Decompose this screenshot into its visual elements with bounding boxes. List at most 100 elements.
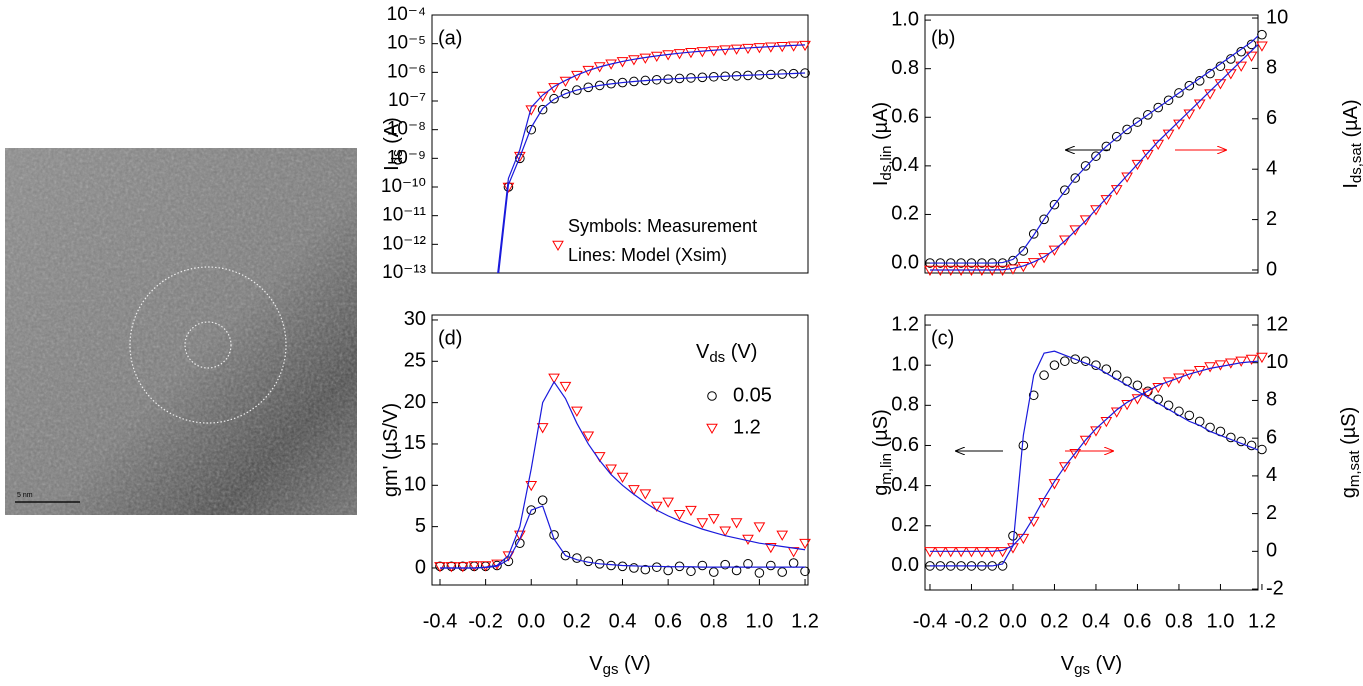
y2-tick-label: 12 xyxy=(1266,313,1288,335)
panel-label: (a) xyxy=(438,27,462,49)
data-point xyxy=(697,560,708,571)
data-point xyxy=(1214,360,1227,371)
data-point xyxy=(662,497,675,508)
data-point xyxy=(1039,214,1049,225)
x-axis-label-part: V xyxy=(1061,653,1075,675)
y2-tick-label: 8 xyxy=(1266,57,1277,79)
x-tick-label: 1.2 xyxy=(791,610,819,632)
x-axis-label-part: (V) xyxy=(618,653,650,675)
data-point xyxy=(1028,390,1039,401)
data-point xyxy=(525,481,538,492)
data-point xyxy=(955,547,967,558)
y-tick-label: 0.8 xyxy=(891,57,919,79)
data-point xyxy=(537,104,548,115)
x-tick-label: 0.0 xyxy=(999,610,1027,632)
data-point xyxy=(696,518,709,529)
data-point xyxy=(548,373,560,384)
data-point xyxy=(536,423,549,434)
y-tick-label: 15 xyxy=(404,432,426,454)
x-axis-label-part: gs xyxy=(603,661,619,678)
y-tick-label: 10⁻⁷ xyxy=(388,90,426,111)
data-point xyxy=(572,85,582,95)
data-point xyxy=(1111,370,1122,381)
y-tick-label: 30 xyxy=(404,308,426,330)
data-point xyxy=(1058,462,1071,473)
data-point xyxy=(1028,229,1039,239)
data-point xyxy=(639,53,652,64)
x-tick-label: 1.0 xyxy=(745,610,773,632)
y2-axis-label-part: ds,sat xyxy=(1348,142,1363,183)
data-point xyxy=(924,547,936,558)
y-axis-label-part: I xyxy=(381,165,403,171)
y-axis-label-part: ds xyxy=(389,149,406,165)
data-point xyxy=(800,566,810,577)
data-point xyxy=(776,42,789,53)
y-axis-label-part: gm' (µS/V) xyxy=(380,403,402,497)
data-point xyxy=(730,518,743,529)
y-tick-label: 1.2 xyxy=(891,313,919,335)
y2-tick-label: 6 xyxy=(1266,107,1277,129)
data-point xyxy=(1163,400,1174,411)
x-axis-label: Vgs (V) xyxy=(589,653,650,678)
data-point xyxy=(1184,410,1195,421)
data-point xyxy=(617,561,628,572)
y-tick-label: 10⁻¹¹ xyxy=(382,205,426,226)
data-point xyxy=(468,561,481,572)
arrows xyxy=(956,150,1226,451)
y-axis-label-part: (µA) xyxy=(870,102,892,146)
x-tick-label: 0.8 xyxy=(1165,610,1193,632)
y2-tick-label: 10 xyxy=(1266,351,1288,373)
tem-image: 5 nm xyxy=(5,148,357,515)
data-point xyxy=(707,46,720,57)
data-point xyxy=(1122,376,1132,387)
data-point xyxy=(1235,61,1248,72)
y-tick-label: 10⁻⁴ xyxy=(387,4,426,25)
data-point xyxy=(456,562,469,573)
data-point xyxy=(1132,117,1143,127)
x-tick-label: 0.2 xyxy=(563,610,591,632)
data-point xyxy=(526,505,537,515)
data-point xyxy=(1141,388,1154,399)
data-point xyxy=(469,561,480,572)
x-tick-label: 0.4 xyxy=(609,610,637,632)
y2-axis-label-part: I xyxy=(1340,183,1362,189)
x-tick-label: -0.4 xyxy=(423,610,457,632)
data-point xyxy=(754,568,765,578)
data-point xyxy=(1091,360,1101,370)
data-point xyxy=(799,538,811,550)
data-point xyxy=(1049,360,1060,370)
data-point xyxy=(1101,141,1112,152)
data-point xyxy=(560,550,571,561)
data-point xyxy=(1235,356,1248,367)
model-line xyxy=(439,505,806,569)
data-point xyxy=(766,560,776,571)
data-point xyxy=(743,559,753,569)
y2-axis-label-part: (µA) xyxy=(1340,99,1362,143)
y-tick-label: 0.4 xyxy=(891,474,919,496)
x-tick-label: 0.6 xyxy=(1124,610,1152,632)
data-point xyxy=(1048,245,1061,256)
data-point xyxy=(708,567,719,577)
y-axis-label: gm' (µS/V) xyxy=(380,403,402,497)
data-point xyxy=(1070,173,1081,183)
x-tick-label: 0.8 xyxy=(700,610,728,632)
y2-axis-label-part: m,sat xyxy=(1346,450,1363,488)
y-tick-label: 0.2 xyxy=(891,514,919,536)
data-point xyxy=(997,561,1008,571)
data-point xyxy=(707,514,720,525)
data-point xyxy=(1027,516,1040,528)
data-point xyxy=(650,501,663,512)
data-point xyxy=(1121,172,1133,183)
model-line xyxy=(498,72,806,273)
data-point xyxy=(513,530,526,541)
y-axis-label-part: (A) xyxy=(381,117,403,149)
y-tick-label: 1.0 xyxy=(891,353,919,375)
panel-label: (c) xyxy=(931,327,954,349)
data-point xyxy=(965,547,978,558)
data-point xyxy=(1090,205,1102,216)
data-point xyxy=(1256,41,1268,52)
x-tick-label: 1.2 xyxy=(1248,610,1276,632)
data-point xyxy=(1079,215,1092,226)
data-point xyxy=(1257,444,1267,455)
